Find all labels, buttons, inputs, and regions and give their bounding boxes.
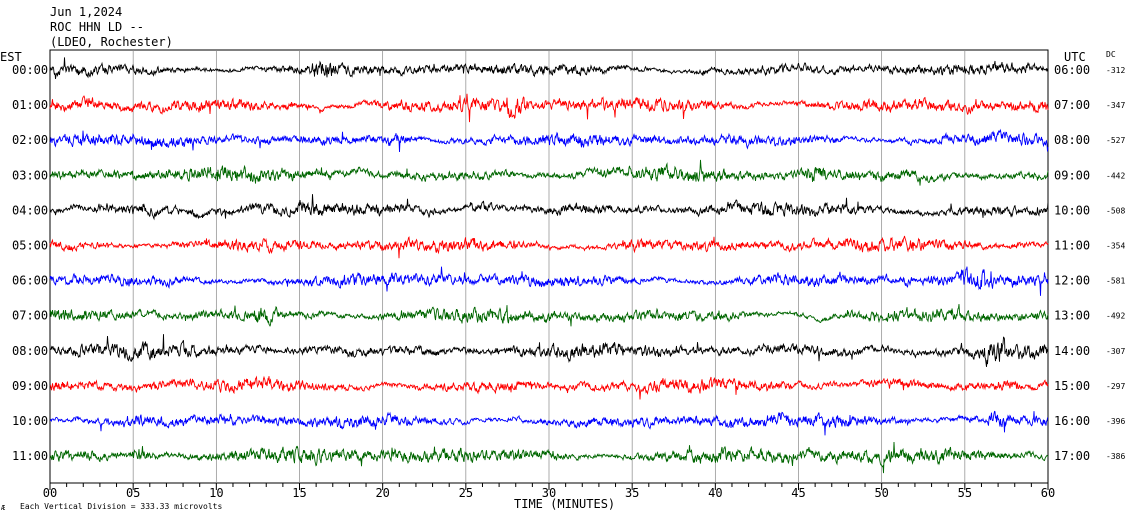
utc-hour-label: 17:00 [1054, 449, 1090, 463]
right-timezone-label: UTC [1064, 50, 1086, 64]
dc-header-label: DC [1106, 50, 1116, 59]
x-tick-label: 15 [292, 486, 306, 500]
est-hour-label: 09:00 [12, 379, 48, 393]
x-axis-title: TIME (MINUTES) [514, 497, 615, 511]
utc-hour-label: 14:00 [1054, 344, 1090, 358]
utc-hour-label: 09:00 [1054, 168, 1090, 182]
utc-hour-label: 12:00 [1054, 274, 1090, 288]
dc-offset-label: -492 [1106, 312, 1125, 321]
dc-offset-labels: -312 -347 -527 -442 -508 -354 -581 -492 -307 -297… [1106, 66, 1125, 461]
x-tick-label: 30 [542, 486, 556, 500]
trace-0300 [49, 159, 1049, 186]
dc-offset-label: -442 [1106, 171, 1125, 180]
dc-offset-label: -297 [1106, 382, 1125, 391]
dc-offset-label: -347 [1106, 101, 1125, 110]
trace-0500 [49, 235, 1049, 259]
trace-0900 [49, 375, 1049, 400]
x-tick-label: 05 [126, 486, 140, 500]
dc-offset-label: -508 [1106, 206, 1125, 215]
est-hour-label: 02:00 [12, 133, 48, 147]
trace-0600 [49, 266, 1049, 296]
dc-offset-label: -581 [1106, 277, 1125, 286]
est-hour-label: 10:00 [12, 414, 48, 428]
ldeo-logo: Æ [1, 504, 6, 512]
est-hour-label: 06:00 [12, 274, 48, 288]
x-tick-label: 35 [625, 486, 639, 500]
est-hour-label: 04:00 [12, 203, 48, 217]
dc-offset-label: -307 [1106, 347, 1125, 356]
utc-hour-label: 08:00 [1054, 133, 1090, 147]
est-hour-label: 05:00 [12, 239, 48, 253]
utc-hour-label: 06:00 [1054, 63, 1090, 77]
dc-offset-label: -354 [1106, 242, 1125, 251]
x-tick-label: 45 [791, 486, 805, 500]
vertical-division-note: Each Vertical Division = 333.33 microvol… [20, 502, 222, 511]
utc-hour-labels: 06:00 07:00 08:00 09:00 10:00 11:00 12:00 13:00… [1054, 63, 1090, 463]
utc-hour-label: 16:00 [1054, 414, 1090, 428]
left-timezone-label: EST [0, 50, 22, 64]
trace-0100 [49, 93, 1049, 123]
trace-0800 [49, 334, 1049, 367]
trace-1100 [49, 441, 1049, 474]
trace-0700 [49, 304, 1049, 327]
est-hour-label: 08:00 [12, 344, 48, 358]
x-tick-label: 25 [459, 486, 473, 500]
est-hour-label: 03:00 [12, 168, 48, 182]
dc-offset-label: -386 [1106, 452, 1125, 461]
utc-hour-label: 10:00 [1054, 203, 1090, 217]
minute-gridlines [132, 50, 966, 483]
utc-hour-label: 11:00 [1054, 239, 1090, 253]
trace-0200 [49, 128, 1049, 153]
dc-offset-label: -312 [1106, 66, 1125, 75]
est-hour-label: 07:00 [12, 309, 48, 323]
x-tick-label: 55 [958, 486, 972, 500]
est-hour-label: 01:00 [12, 98, 48, 112]
x-axis-ticks: 00 05 10 15 20 25 30 35 40 45 50 55 60 [43, 483, 1055, 500]
chart-network: (LDEO, Rochester) [50, 35, 173, 49]
x-tick-label: 10 [209, 486, 223, 500]
utc-hour-label: 15:00 [1054, 379, 1090, 393]
est-hour-label: 00:00 [12, 63, 48, 77]
x-tick-label: 00 [43, 486, 57, 500]
seismic-traces [49, 57, 1049, 474]
chart-station: ROC HHN LD -- [50, 20, 144, 34]
x-tick-label: 50 [874, 486, 888, 500]
chart-date: Jun 1,2024 [50, 5, 122, 19]
x-tick-label: 60 [1041, 486, 1055, 500]
utc-hour-label: 13:00 [1054, 309, 1090, 323]
dc-offset-label: -396 [1106, 417, 1125, 426]
est-hour-labels: 00:00 01:00 02:00 03:00 04:00 05:00 06:00 07:00… [12, 63, 48, 463]
utc-hour-label: 07:00 [1054, 98, 1090, 112]
trace-0000 [49, 57, 1049, 79]
est-hour-label: 11:00 [12, 449, 48, 463]
trace-1000 [50, 410, 1048, 436]
dc-offset-label: -527 [1106, 136, 1125, 145]
x-tick-label: 20 [375, 486, 389, 500]
trace-0400 [49, 194, 1049, 221]
x-tick-label: 40 [708, 486, 722, 500]
